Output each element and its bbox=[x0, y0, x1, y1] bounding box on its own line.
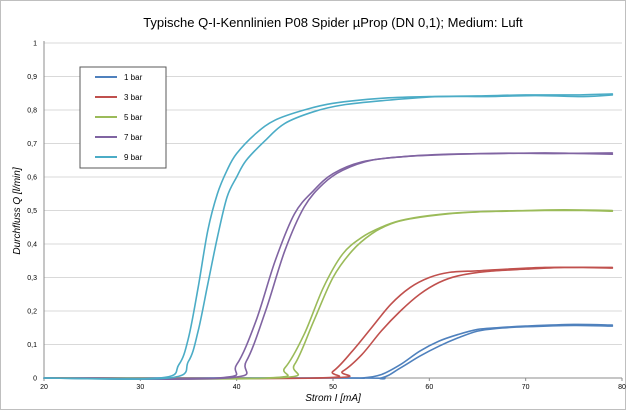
y-axis-label: Durchfluss Q [l/min] bbox=[12, 167, 23, 254]
y-tick-label: 0,8 bbox=[27, 108, 37, 115]
series-layer bbox=[43, 93, 614, 381]
series-line bbox=[43, 266, 614, 380]
series-line bbox=[43, 94, 614, 381]
legend: 1 bar 3 bar 5 bar 7 bar 9 bar bbox=[79, 66, 167, 169]
series-line bbox=[43, 209, 614, 380]
legend-label: 9 bar bbox=[124, 153, 143, 162]
legend-label: 7 bar bbox=[124, 133, 143, 142]
series-5-bar bbox=[43, 209, 614, 380]
series-line bbox=[43, 266, 614, 380]
x-tick-label: 60 bbox=[425, 384, 433, 391]
series-7-bar bbox=[43, 152, 614, 381]
x-tick-label: 40 bbox=[233, 384, 241, 391]
legend-label: 1 bar bbox=[124, 73, 143, 82]
series-9-bar bbox=[43, 93, 614, 381]
legend-box bbox=[79, 66, 167, 169]
x-axis-label: Strom I [mA] bbox=[305, 393, 361, 404]
y-tick-label: 0,1 bbox=[27, 342, 37, 349]
y-tick-label: 0,3 bbox=[27, 275, 37, 282]
x-tick-label: 70 bbox=[522, 384, 530, 391]
y-tick-label: 0,2 bbox=[27, 309, 37, 316]
series-3-bar bbox=[43, 266, 614, 380]
y-tick-label: 0,4 bbox=[27, 242, 37, 249]
y-tick-label: 0,7 bbox=[27, 141, 37, 148]
x-tick-label: 50 bbox=[329, 384, 337, 391]
series-line bbox=[43, 323, 614, 380]
x-tick-label: 30 bbox=[136, 384, 144, 391]
series-line bbox=[43, 152, 614, 380]
legend-label: 3 bar bbox=[124, 93, 143, 102]
y-tick-label: 1 bbox=[33, 41, 37, 48]
legend-label: 5 bar bbox=[124, 113, 143, 122]
y-tick-label: 0,6 bbox=[27, 175, 37, 182]
y-tick-label: 0,9 bbox=[27, 74, 37, 81]
x-tick-label: 80 bbox=[618, 384, 626, 391]
chart-title: Typische Q-I-Kennlinien P08 Spider µProp… bbox=[143, 15, 523, 30]
y-tick-label: 0 bbox=[33, 376, 37, 383]
series-line bbox=[43, 209, 614, 380]
series-line bbox=[43, 324, 614, 380]
series-1-bar bbox=[43, 323, 614, 380]
x-tick-label: 20 bbox=[40, 384, 48, 391]
y-tick-label: 0,5 bbox=[27, 208, 37, 215]
series-line bbox=[43, 152, 614, 381]
